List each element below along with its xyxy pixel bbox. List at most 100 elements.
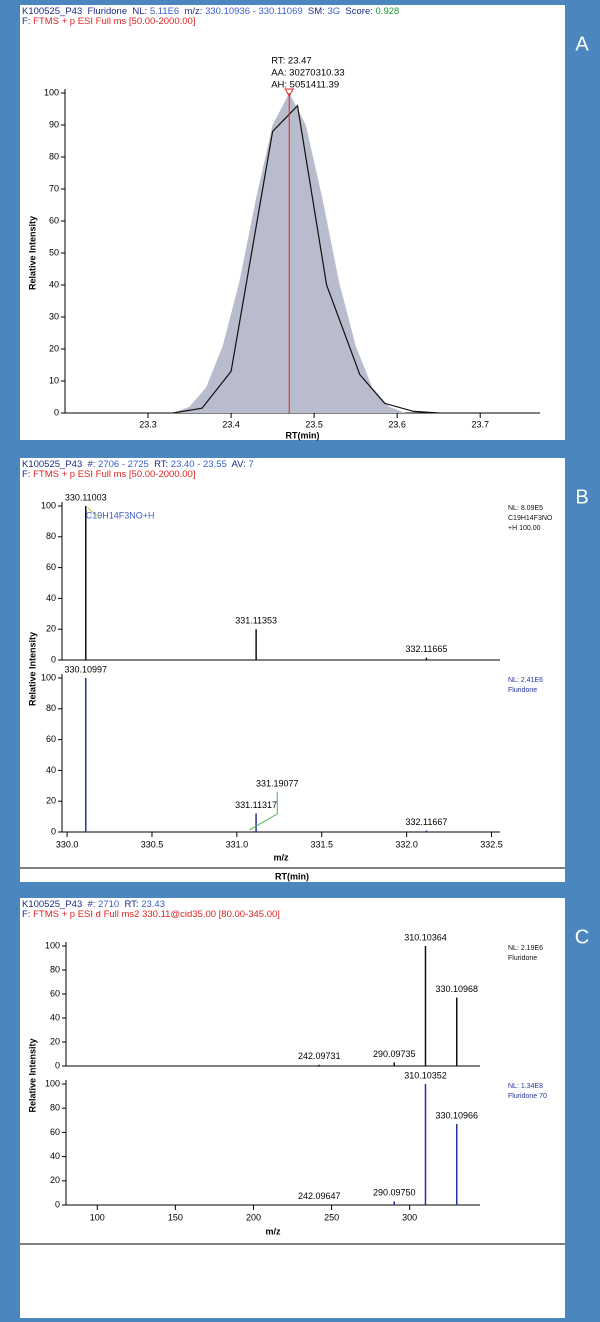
peak-label: 332.11665 (405, 644, 447, 654)
y-tick-label: 30 (49, 311, 59, 321)
x-tick-label: 200 (246, 1212, 261, 1222)
header-part: 0.928 (376, 6, 400, 17)
y-tick-label: 100 (41, 500, 56, 510)
header-part: 330.10936 - 330.11069 (205, 6, 303, 17)
y-tick-label: 100 (41, 672, 56, 682)
header-part: 2706 - 2725 (98, 459, 149, 470)
y-tick-label: 80 (46, 703, 56, 713)
y-tick-label: 60 (50, 1127, 60, 1137)
x-axis-label: m/z (273, 852, 289, 862)
header-part: K100525_P43 Fluridone NL: (22, 6, 150, 17)
x-axis-label: m/z (265, 1226, 281, 1236)
peak-label: 310.10364 (404, 932, 447, 942)
peak-annotation: AA: 30270310.33 (271, 68, 344, 79)
y-tick-label: 100 (44, 87, 59, 97)
peak-label: 310.10352 (404, 1070, 447, 1080)
header: K100525_P43 #: 2710 RT: 23.43 (22, 899, 165, 910)
x-tick-label: 23.6 (388, 419, 406, 429)
peak-annotation: RT: 23.47 (271, 56, 312, 67)
header-part: 2710 (98, 899, 119, 910)
y-tick-label: 90 (49, 119, 59, 129)
y-axis-label: Relative Intensity (27, 216, 37, 290)
y-tick-label: 60 (49, 215, 59, 225)
y-tick-label: 40 (50, 1151, 60, 1161)
y-tick-label: 0 (55, 1060, 60, 1070)
y-tick-label: 20 (46, 796, 56, 806)
peak-label: 330.10966 (435, 1110, 478, 1120)
x-tick-label: 250 (324, 1212, 339, 1222)
annotation: 331.19077 (256, 778, 299, 788)
peak-label: 330.10997 (64, 664, 107, 674)
x-tick-label: 100 (90, 1212, 105, 1222)
y-tick-label: 100 (45, 1078, 60, 1088)
header-part: SM: (303, 6, 328, 17)
header-part: K100525_P43 #: (22, 459, 98, 470)
x-tick-label: 330.0 (56, 839, 79, 849)
y-tick-label: 0 (51, 826, 56, 836)
header-part: 7 (248, 459, 253, 470)
header-part: FTMS + p ESI Full ms [50.00-2000.00] (33, 16, 195, 27)
y-tick-label: 20 (50, 1036, 60, 1046)
x-tick-label: 23.7 (471, 419, 489, 429)
header-part: F: (22, 16, 33, 27)
y-tick-label: 80 (46, 531, 56, 541)
header: F: FTMS + p ESI Full ms [50.00-2000.00] (22, 16, 195, 27)
formula: C19H14F3NO+H (86, 510, 155, 520)
header-part: AV: (227, 459, 249, 470)
header-part: F: (22, 469, 33, 480)
x-tick-label: 330.5 (141, 839, 164, 849)
y-tick-label: 40 (50, 1012, 60, 1022)
y-axis-label: Relative Intensity (27, 632, 37, 706)
y-tick-label: 40 (46, 593, 56, 603)
peak-annotation: AH: 5051411.39 (271, 80, 339, 91)
panel-c (20, 898, 565, 1318)
header: F: FTMS + p ESI d Full ms2 330.11@cid35.… (22, 909, 280, 920)
peak-label: 242.09731 (298, 1051, 341, 1061)
panel-label: B (575, 486, 588, 508)
panel-label: C (575, 926, 589, 948)
footer: RT(min) (275, 871, 309, 881)
header-part: F: (22, 909, 33, 920)
info: NL: 8.09E5 (508, 505, 543, 512)
x-tick-label: 23.5 (305, 419, 323, 429)
y-tick-label: 80 (50, 964, 60, 974)
y-tick-label: 60 (46, 734, 56, 744)
x-tick-label: 300 (402, 1212, 417, 1222)
header-part: 5.11E6 (150, 6, 179, 17)
y-axis-label: Relative Intensity (27, 1038, 37, 1112)
formula-leader (87, 507, 101, 519)
info: Fluridone (508, 955, 537, 962)
line (172, 104, 439, 414)
y-tick-label: 60 (50, 988, 60, 998)
info: NL: 1.34E8 (508, 1083, 543, 1090)
header: K100525_P43 #: 2706 - 2725 RT: 23.40 - 2… (22, 459, 254, 470)
x-tick-label: 332.5 (480, 839, 503, 849)
header-part: 23.40 - 23.55 (171, 459, 227, 470)
peak-label: 290.09750 (373, 1188, 416, 1198)
x-axis-label: RT(min) (286, 430, 320, 440)
info: +H 100.00 (508, 525, 541, 532)
x-tick-label: 331.0 (226, 839, 249, 849)
x-tick-label: 23.3 (139, 419, 157, 429)
header-part: 3G (327, 6, 340, 17)
peak-label: 330.10968 (435, 984, 478, 994)
y-tick-label: 100 (45, 940, 60, 950)
y-tick-label: 20 (50, 1175, 60, 1185)
peak-label: 332.11667 (405, 817, 447, 827)
x-tick-label: 332.0 (395, 839, 418, 849)
y-tick-label: 50 (49, 247, 59, 257)
y-tick-label: 0 (51, 654, 56, 664)
panel-label: A (575, 33, 589, 55)
info: C19H14F3NO (508, 515, 553, 522)
y-tick-label: 20 (49, 343, 59, 353)
panel-b (20, 458, 565, 882)
peak-label: 290.09735 (373, 1049, 416, 1059)
info: Fluridone (508, 687, 537, 694)
annotation-leader (248, 792, 278, 831)
x-tick-label: 150 (168, 1212, 183, 1222)
peak-label: 330.11003 (65, 492, 107, 502)
y-tick-label: 60 (46, 562, 56, 572)
peak-label: 242.09647 (298, 1191, 341, 1201)
